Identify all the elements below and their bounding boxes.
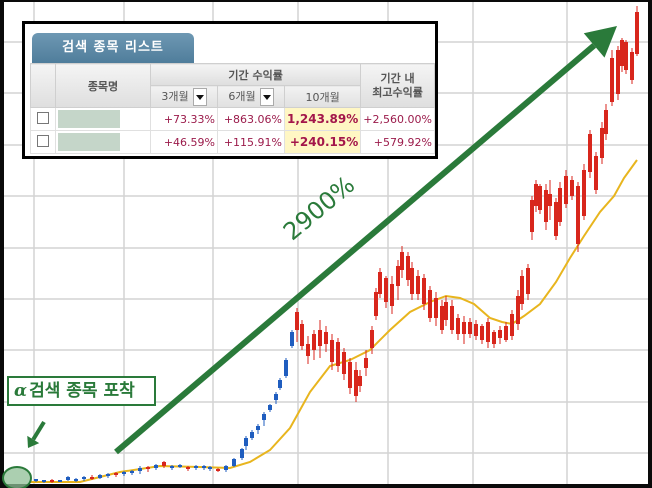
- annotation-arrows: [2, 26, 617, 488]
- max-return-line2: 최고수익률: [372, 85, 423, 99]
- 6m-label: 6개월: [228, 89, 256, 103]
- return-6m: +115.91%: [217, 130, 285, 154]
- checkbox-column-header: [30, 63, 56, 108]
- table-row[interactable]: +73.33% +863.06% 1,243.89% +2,560.00%: [30, 107, 435, 131]
- tab-search-list[interactable]: 검색 종목 리스트: [32, 33, 194, 63]
- return-10m: 1,243.89%: [283, 107, 362, 131]
- return-3m: +73.33%: [150, 107, 218, 131]
- search-signal-text: 검색 종목 포착: [29, 381, 135, 401]
- row-checkbox[interactable]: [37, 134, 49, 147]
- column-header-3m[interactable]: 3개월: [150, 85, 218, 108]
- return-max: +579.92%: [360, 130, 435, 154]
- stock-name-cell[interactable]: [55, 130, 151, 154]
- row-checkbox-cell: [30, 107, 56, 131]
- column-header-name[interactable]: 종목명: [55, 63, 151, 108]
- table-row[interactable]: +46.59% +115.91% +240.15% +579.92%: [30, 130, 435, 154]
- search-result-table: 종목명 기간 수익률 기간 내 최고수익률 3개월 6개월 10개월 +73.3…: [30, 63, 435, 154]
- stock-name-cell[interactable]: [55, 107, 151, 131]
- return-6m: +863.06%: [217, 107, 285, 131]
- dropdown-3m-icon[interactable]: [192, 87, 207, 106]
- candles: [34, 6, 639, 483]
- return-3m: +46.59%: [150, 130, 218, 154]
- dropdown-6m-icon[interactable]: [259, 87, 274, 106]
- max-return-line1: 기간 내: [380, 71, 415, 85]
- row-checkbox[interactable]: [37, 111, 49, 124]
- search-signal-label: α 검색 종목 포착: [7, 376, 156, 406]
- column-header-6m[interactable]: 6개월: [217, 85, 285, 108]
- row-checkbox-cell: [30, 130, 56, 154]
- column-header-max-return[interactable]: 기간 내 최고수익률: [360, 63, 435, 108]
- stock-name-redacted: [58, 110, 120, 128]
- column-header-period-return: 기간 수익률: [149, 63, 362, 86]
- return-max: +2,560.00%: [360, 107, 435, 131]
- 3m-label: 3개월: [161, 89, 189, 103]
- alpha-symbol: α: [14, 381, 28, 401]
- column-header-10m[interactable]: 10개월: [283, 85, 362, 108]
- stock-name-redacted: [58, 133, 120, 151]
- search-result-panel: 검색 종목 리스트 종목명 기간 수익률 기간 내 최고수익률 3개월 6개월 …: [22, 21, 438, 159]
- return-10m: +240.15%: [283, 130, 362, 154]
